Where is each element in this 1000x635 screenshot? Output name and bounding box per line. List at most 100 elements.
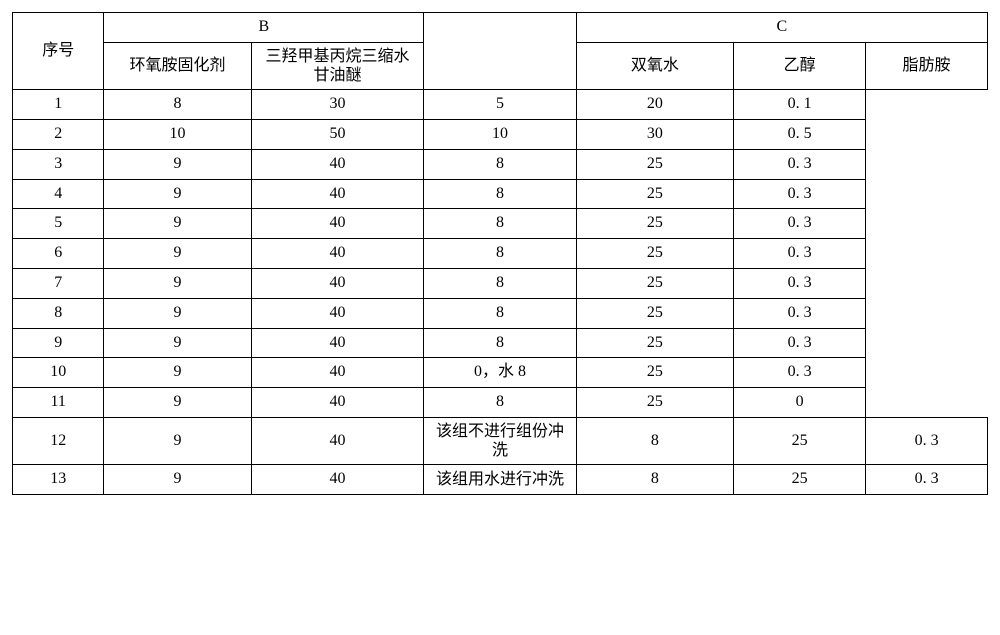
cell-b2: 40: [251, 239, 424, 269]
cell-c3: 0. 3: [734, 328, 866, 358]
cell-c3: 0. 3: [734, 209, 866, 239]
cell-c3: 0: [734, 388, 866, 418]
cell-c3: 0. 3: [734, 358, 866, 388]
c-sub2-header: 乙醇: [734, 42, 866, 89]
cell-c1: 8: [424, 239, 576, 269]
cell-seq: 7: [13, 268, 104, 298]
b-sub1-header: 环氧胺固化剂: [104, 42, 251, 89]
cell-c1: 10: [424, 119, 576, 149]
cell-c1: 8: [576, 465, 733, 495]
seq-header: 序号: [13, 13, 104, 90]
mid-empty-span: [424, 13, 576, 90]
cell-seq: 2: [13, 119, 104, 149]
cell-b1: 9: [104, 149, 251, 179]
cell-c2: 25: [576, 298, 733, 328]
cell-c1: 8: [424, 328, 576, 358]
cell-mid: 该组不进行组份冲洗: [424, 417, 576, 464]
cell-b1: 9: [104, 388, 251, 418]
cell-b2: 40: [251, 149, 424, 179]
table-row: 12940该组不进行组份冲洗8250. 3: [13, 417, 988, 464]
table-row: 59408250. 3: [13, 209, 988, 239]
cell-b2: 40: [251, 209, 424, 239]
c-sub3-header: 脂肪胺: [866, 42, 988, 89]
cell-c2: 25: [576, 239, 733, 269]
cell-b1: 8: [104, 90, 251, 120]
cell-seq: 9: [13, 328, 104, 358]
cell-b2: 40: [251, 328, 424, 358]
b-sub2-header: 三羟甲基丙烷三缩水甘油醚: [251, 42, 424, 89]
cell-c3: 0. 5: [734, 119, 866, 149]
cell-c3: 0. 3: [734, 268, 866, 298]
cell-c1: 8: [576, 417, 733, 464]
cell-b2: 40: [251, 179, 424, 209]
cell-b2: 40: [251, 298, 424, 328]
cell-b2: 50: [251, 119, 424, 149]
cell-c1: 8: [424, 209, 576, 239]
cell-b1: 9: [104, 465, 251, 495]
cell-b2: 40: [251, 417, 424, 464]
cell-b1: 9: [104, 179, 251, 209]
table-row: 109400，水 8250. 3: [13, 358, 988, 388]
cell-seq: 1: [13, 90, 104, 120]
cell-b1: 9: [104, 328, 251, 358]
cell-c1: 8: [424, 179, 576, 209]
cell-b2: 40: [251, 358, 424, 388]
table-row: 18305200. 1: [13, 90, 988, 120]
cell-b1: 10: [104, 119, 251, 149]
cell-seq: 4: [13, 179, 104, 209]
cell-c2: 25: [576, 209, 733, 239]
table-row: 13940该组用水进行冲洗8250. 3: [13, 465, 988, 495]
cell-c3: 0. 1: [734, 90, 866, 120]
cell-c2: 30: [576, 119, 733, 149]
cell-c2: 25: [734, 417, 866, 464]
cell-c1: 8: [424, 149, 576, 179]
data-table: 序号 B C 环氧胺固化剂 三羟甲基丙烷三缩水甘油醚 双氧水 乙醇 脂肪胺 18…: [12, 12, 988, 495]
cell-c3: 0. 3: [734, 298, 866, 328]
cell-b2: 40: [251, 465, 424, 495]
cell-c3: 0. 3: [734, 179, 866, 209]
cell-seq: 13: [13, 465, 104, 495]
table-row: 49408250. 3: [13, 179, 988, 209]
cell-b1: 9: [104, 298, 251, 328]
cell-c1: 8: [424, 388, 576, 418]
cell-c1: 8: [424, 268, 576, 298]
cell-seq: 6: [13, 239, 104, 269]
cell-c3: 0. 3: [734, 149, 866, 179]
cell-c2: 25: [734, 465, 866, 495]
cell-c1: 8: [424, 298, 576, 328]
table-row: 89408250. 3: [13, 298, 988, 328]
cell-seq: 3: [13, 149, 104, 179]
cell-c3: 0. 3: [866, 465, 988, 495]
cell-b1: 9: [104, 417, 251, 464]
cell-seq: 12: [13, 417, 104, 464]
cell-b2: 40: [251, 268, 424, 298]
cell-c2: 25: [576, 328, 733, 358]
cell-seq: 8: [13, 298, 104, 328]
cell-b2: 40: [251, 388, 424, 418]
table-row: 79408250. 3: [13, 268, 988, 298]
cell-seq: 5: [13, 209, 104, 239]
cell-c3: 0. 3: [734, 239, 866, 269]
cell-c3: 0. 3: [866, 417, 988, 464]
cell-b1: 9: [104, 239, 251, 269]
cell-b1: 9: [104, 268, 251, 298]
table-row: 119408250: [13, 388, 988, 418]
cell-c1: 0，水 8: [424, 358, 576, 388]
table-row: 39408250. 3: [13, 149, 988, 179]
table-row: 99408250. 3: [13, 328, 988, 358]
table-row: 69408250. 3: [13, 239, 988, 269]
cell-c2: 25: [576, 179, 733, 209]
cell-c2: 20: [576, 90, 733, 120]
cell-c1: 5: [424, 90, 576, 120]
cell-c2: 25: [576, 388, 733, 418]
cell-seq: 11: [13, 388, 104, 418]
cell-b1: 9: [104, 358, 251, 388]
cell-b2: 30: [251, 90, 424, 120]
cell-c2: 25: [576, 358, 733, 388]
cell-c2: 25: [576, 268, 733, 298]
group-c-header: C: [576, 13, 987, 43]
cell-b1: 9: [104, 209, 251, 239]
cell-seq: 10: [13, 358, 104, 388]
c-sub1-header: 双氧水: [576, 42, 733, 89]
group-b-header: B: [104, 13, 424, 43]
